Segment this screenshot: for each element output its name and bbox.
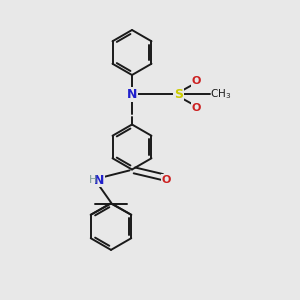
Text: N: N	[127, 88, 137, 101]
Text: O: O	[192, 76, 201, 86]
Text: O: O	[162, 175, 171, 185]
Text: S: S	[174, 88, 183, 101]
Text: N: N	[94, 173, 104, 187]
Text: H: H	[89, 175, 97, 185]
Text: O: O	[192, 103, 201, 113]
Text: CH$_3$: CH$_3$	[210, 88, 231, 101]
